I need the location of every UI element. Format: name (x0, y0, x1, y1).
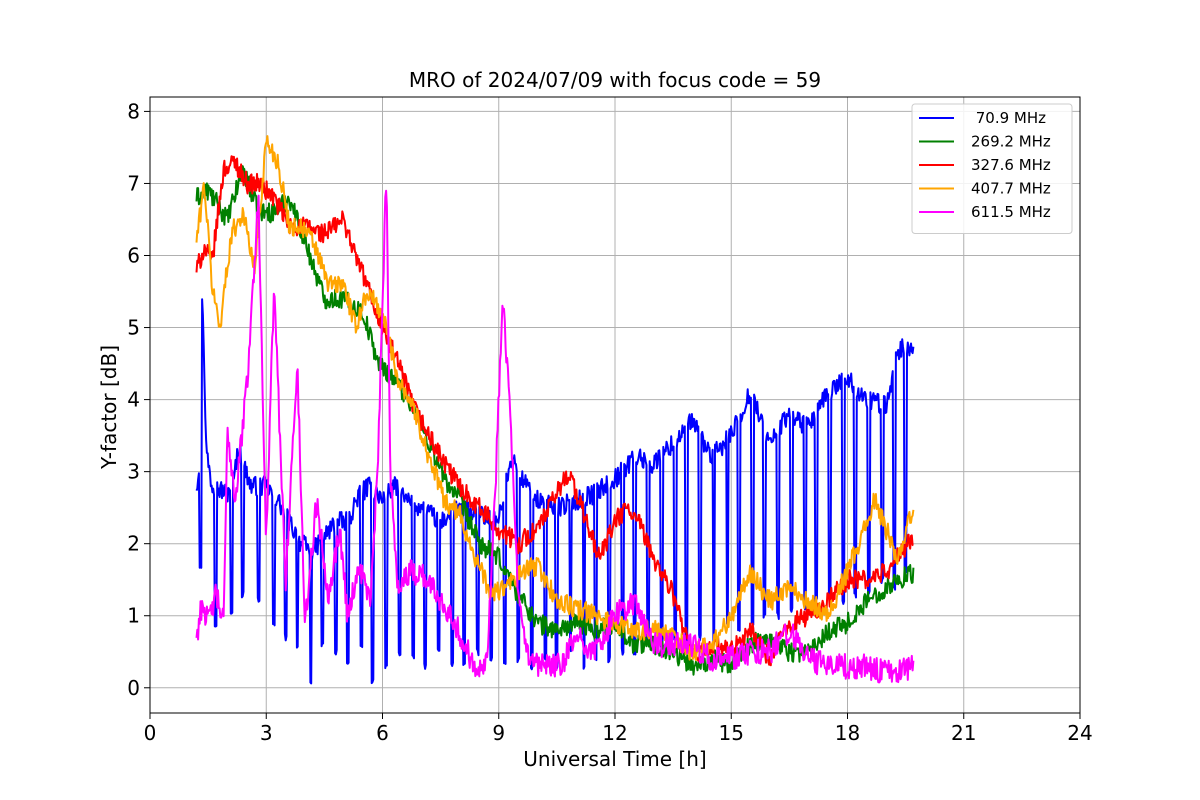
y-tick-label: 4 (127, 388, 140, 412)
x-axis: 0 3 6 9 12 15 18 21 24 (144, 713, 1093, 745)
x-axis-label: Universal Time [h] (523, 747, 706, 771)
legend-label: 611.5 MHz (971, 203, 1051, 221)
x-tick-label: 6 (376, 721, 389, 745)
x-tick-label: 15 (719, 721, 744, 745)
y-tick-label: 1 (127, 604, 140, 628)
legend: 70.9 MHz 269.2 MHz 327.6 MHz 407.7 MHz 611.5… (911, 103, 1073, 234)
y-axis: 0 1 2 3 4 5 6 7 8 (127, 99, 150, 700)
x-tick-label: 3 (260, 721, 273, 745)
y-tick-label: 2 (127, 532, 140, 556)
series-line (195, 189, 915, 684)
x-tick-label: 24 (1067, 721, 1092, 745)
grid (150, 97, 1080, 713)
y-tick-label: 6 (127, 244, 140, 268)
y-tick-label: 3 (127, 460, 140, 484)
series-line (195, 165, 915, 676)
x-tick-label: 18 (835, 721, 860, 745)
chart-title: MRO of 2024/07/09 with focus code = 59 (409, 68, 821, 92)
plot-area (195, 135, 915, 685)
y-tick-label: 8 (127, 99, 140, 123)
legend-label: 70.9 MHz (971, 109, 1046, 127)
y-tick-label: 7 (127, 171, 140, 195)
y-tick-label: 0 (127, 676, 140, 700)
y-tick-label: 5 (127, 316, 140, 340)
x-tick-label: 0 (144, 721, 157, 745)
x-tick-label: 9 (492, 721, 505, 745)
series-line (195, 135, 915, 662)
legend-label: 407.7 MHz (971, 180, 1051, 198)
y-axis-label: Y-factor [dB] (97, 345, 121, 470)
legend-box (911, 103, 1073, 234)
legend-label: 269.2 MHz (971, 133, 1051, 151)
x-tick-label: 21 (951, 721, 976, 745)
x-tick-label: 12 (602, 721, 627, 745)
legend-label: 327.6 MHz (971, 156, 1051, 174)
